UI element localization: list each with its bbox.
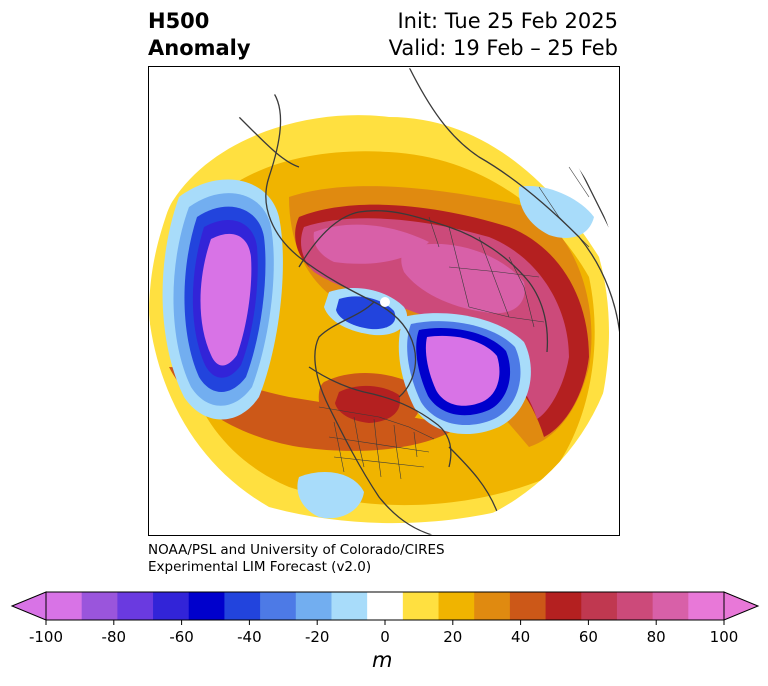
anomaly-map xyxy=(149,67,619,535)
map-panel xyxy=(148,66,620,536)
contour-neg-100-atl xyxy=(425,335,500,406)
contour-pos-90-b xyxy=(401,243,525,314)
valid-dates: Valid: 19 Feb – 25 Feb xyxy=(388,36,618,60)
colorbar-swatch xyxy=(367,592,404,620)
colorbar-swatch xyxy=(652,592,689,620)
colorbar-tick-label: -20 xyxy=(305,628,330,646)
colorbar-swatches xyxy=(10,591,760,621)
colorbar-tick-label: -100 xyxy=(29,628,63,646)
colorbar-swatch xyxy=(581,592,618,620)
colorbar-swatch xyxy=(153,592,190,620)
colorbar-tick-label: 0 xyxy=(380,628,390,646)
colorbar-swatch xyxy=(616,592,654,620)
colorbar-swatch xyxy=(474,592,511,620)
colorbar-swatch xyxy=(331,592,368,620)
contour-neg-50-arctic xyxy=(336,296,396,330)
title-kind: Anomaly xyxy=(148,36,251,60)
map-dates: Init: Tue 25 Feb 2025 Valid: 19 Feb – 25… xyxy=(389,8,618,62)
colorbar-tick-label: -40 xyxy=(237,628,262,646)
colorbar-swatch xyxy=(117,592,154,620)
colorbar-tick-label: -80 xyxy=(102,628,127,646)
colorbar-swatch xyxy=(46,592,83,620)
colorbar-unit: m xyxy=(372,648,393,672)
colorbar-swatch xyxy=(224,592,261,620)
colorbar-tick-label: 20 xyxy=(443,628,462,646)
contour-neg-100-pac xyxy=(200,233,252,366)
colorbar-tick-label: 60 xyxy=(579,628,598,646)
credit-text: NOAA/PSL and University of Colorado/CIRE… xyxy=(148,542,445,576)
colorbar-swatch xyxy=(545,592,582,620)
colorbar-swatch xyxy=(402,592,440,620)
political-borders xyxy=(318,166,590,480)
colorbar-swatch xyxy=(188,592,225,620)
anomaly-field xyxy=(149,67,619,535)
title-variable: H500 xyxy=(148,9,210,33)
init-date: Init: Tue 25 Feb 2025 xyxy=(397,9,618,33)
contour-neg-20-mexico xyxy=(297,472,364,519)
colorbar-tick-label: 80 xyxy=(647,628,666,646)
credit-line-1: NOAA/PSL and University of Colorado/CIRE… xyxy=(148,542,445,558)
colorbar-swatch xyxy=(295,592,332,620)
colorbar-tick-label: 100 xyxy=(710,628,739,646)
colorbar-extend-low xyxy=(10,591,47,621)
colorbar-tick-label: -60 xyxy=(169,628,194,646)
contour-pos-90-a xyxy=(313,224,429,264)
colorbar-tick-label: 40 xyxy=(511,628,530,646)
colorbar-swatch xyxy=(81,592,118,620)
north-pole-dot xyxy=(380,297,390,307)
contour-pos-60-na xyxy=(335,385,400,423)
map-title: H500 Anomaly xyxy=(148,8,251,62)
colorbar-swatch xyxy=(438,592,475,620)
credit-line-2: Experimental LIM Forecast (v2.0) xyxy=(148,559,372,575)
colorbar-swatch xyxy=(688,592,725,620)
colorbar-extend-high xyxy=(723,591,760,621)
colorbar: -100 -80 -60 -40 -20 0 20 40 60 80 100 xyxy=(10,591,760,646)
colorbar-swatch xyxy=(260,592,297,620)
colorbar-ticks: -100 -80 -60 -40 -20 0 20 40 60 80 100 xyxy=(29,620,738,646)
colorbar-swatch xyxy=(509,592,547,620)
